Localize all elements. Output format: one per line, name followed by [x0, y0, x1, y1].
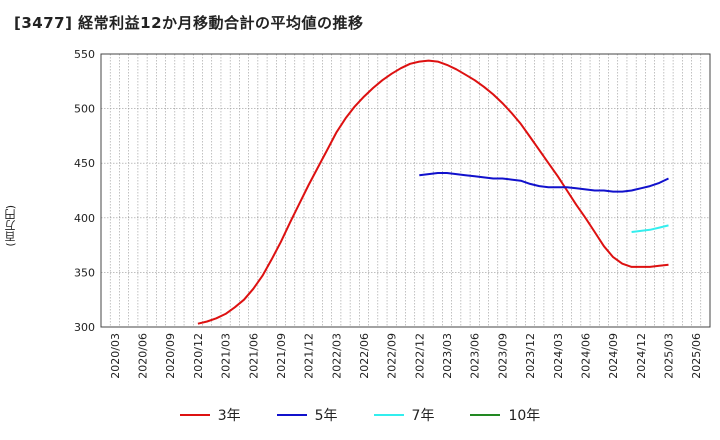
x-tick-label: 2024/06	[579, 333, 592, 379]
x-tick-label: 2022/12	[413, 333, 426, 379]
x-tick-label: 2021/12	[303, 333, 316, 379]
legend-swatch-5y	[276, 414, 307, 416]
legend-item-5y: 5年	[276, 405, 338, 425]
legend-label-10y: 10年	[508, 408, 541, 424]
series-line-1	[419, 172, 669, 193]
x-tick-label: 2021/03	[220, 333, 233, 379]
x-tick-label: 2020/12	[192, 333, 205, 379]
x-tick-label: 2022/03	[330, 333, 343, 379]
x-tick-label: 2024/03	[552, 333, 565, 379]
x-tick-label: 2021/06	[247, 333, 260, 379]
legend-label-3y: 3年	[217, 408, 241, 424]
legend-swatch-3y	[179, 414, 210, 416]
x-tick-label: 2023/06	[469, 333, 482, 379]
x-tick-label: 2023/09	[496, 333, 509, 379]
y-tick-label: 500	[74, 103, 95, 116]
legend-swatch-10y	[470, 414, 501, 416]
y-tick-label: 300	[74, 321, 95, 334]
x-tick-label: 2020/06	[137, 333, 150, 379]
plot-frame	[100, 53, 711, 328]
y-tick-label: 450	[74, 157, 95, 170]
legend-swatch-7y	[373, 414, 404, 416]
legend-item-7y: 7年	[373, 405, 435, 425]
x-tick-label: 2025/03	[662, 333, 675, 379]
x-tick-label: 2021/09	[275, 333, 288, 379]
legend-label-5y: 5年	[314, 408, 338, 424]
x-tick-label: 2024/12	[635, 333, 648, 379]
legend: 3年 5年 7年 10年	[0, 405, 720, 425]
x-tick-label: 2020/09	[164, 333, 177, 379]
x-tick-label: 2023/12	[524, 333, 537, 379]
legend-label-7y: 7年	[411, 408, 435, 424]
y-tick-label: 400	[74, 212, 95, 225]
x-tick-label: 2025/06	[690, 333, 703, 379]
legend-item-10y: 10年	[470, 405, 540, 425]
x-tick-label: 2022/09	[386, 333, 399, 379]
chart-title: [3477] 経常利益12か月移動合計の平均値の推移	[14, 14, 364, 32]
x-tick-label: 2023/03	[441, 333, 454, 379]
y-tick-label: 550	[74, 48, 95, 61]
x-tick-label: 2020/03	[109, 333, 122, 379]
series-line-0	[197, 59, 669, 325]
x-tick-label: 2024/09	[607, 333, 620, 379]
series-line-2	[631, 224, 669, 233]
y-tick-label: 350	[74, 266, 95, 279]
x-tick-label: 2022/06	[358, 333, 371, 379]
legend-item-3y: 3年	[179, 405, 241, 425]
